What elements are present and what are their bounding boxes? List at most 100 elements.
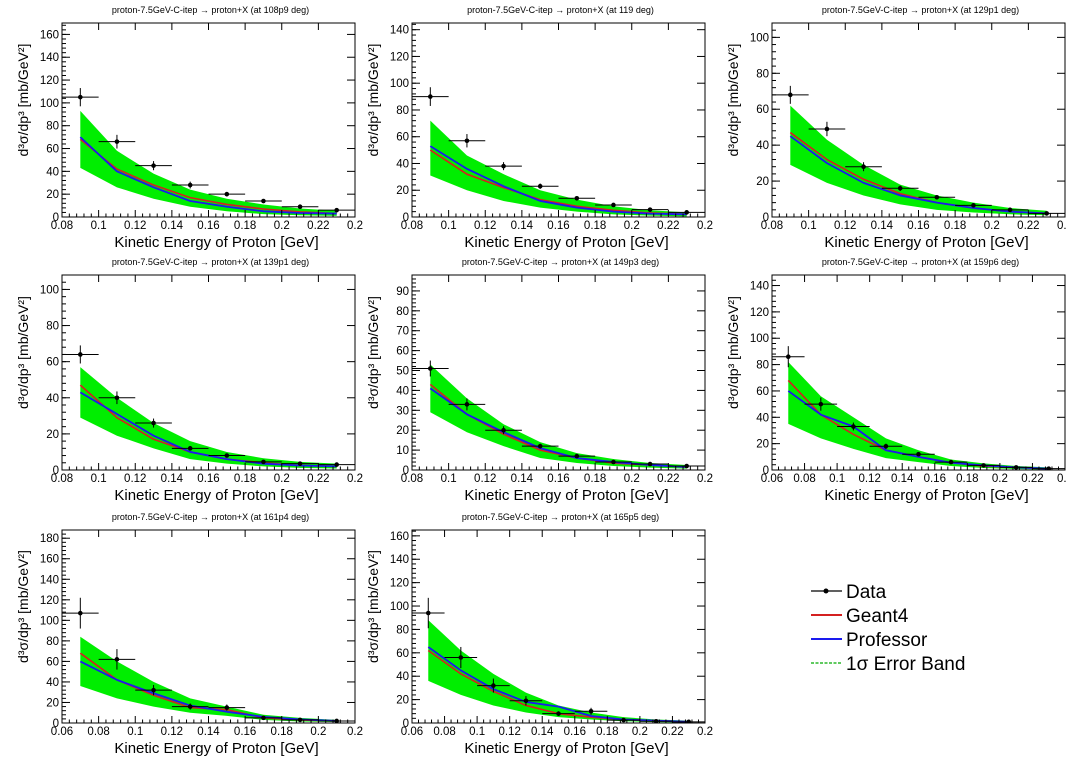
y-tick-label: 160 [390,531,409,543]
x-tick-label: 0.2 [274,473,290,485]
y-tick-label: 40 [46,393,59,405]
error-band [430,364,687,469]
y-tick-label: 140 [40,574,59,586]
x-tick-label: 0.16 [547,220,569,232]
y-tick-label: 40 [396,385,409,397]
plot-title: proton-7.5GeV-C-itep → proton+X (at 139p… [112,257,309,267]
data-point [62,345,99,364]
data-point [672,719,705,723]
x-tick-label: 0.06 [761,473,783,485]
y-tick-label: 20 [756,176,769,188]
data-point [542,711,575,716]
data-point [631,461,669,467]
x-tick-label: 0.2 [347,220,363,232]
y-tick-label: 80 [46,321,59,333]
data-point [595,459,632,465]
y-tick-label: 60 [756,104,769,116]
plot-panel-3: proton-7.5GeV-C-itep → proton+X (at 129p… [725,5,1067,251]
x-tick-label: 0.16 [197,220,219,232]
x-tick-label: 0.18 [234,220,256,232]
x-tick-label: 0.12 [474,220,496,232]
y-tick-label: 90 [396,286,409,298]
legend-entry-band: 1σ Error Band [811,654,965,675]
y-tick-label: 0 [763,212,769,224]
y-tick-label: 80 [396,105,409,117]
x-tick-label: 0.22 [1017,220,1039,232]
data-point [444,646,478,669]
data-point [318,462,355,467]
plot-frame [61,274,356,471]
error-band [80,110,337,216]
x-tick-label: 0.12 [834,220,856,232]
x-tick-label: 0.2 [697,726,713,738]
data-point [999,465,1033,470]
plot-title: proton-7.5GeV-C-itep → proton+X (at 119 … [467,5,654,15]
plot-panel-2: proton-7.5GeV-C-itep → proton+X (at 119 … [365,5,713,251]
data-point [595,202,632,208]
y-tick-label: 0 [53,718,59,730]
plot-title: proton-7.5GeV-C-itep → proton+X (at 165p… [462,512,659,522]
y-tick-label: 0 [763,465,769,477]
data-point [98,649,136,670]
x-tick-label: 0.2 [624,220,640,232]
data-point [521,443,559,449]
x-tick-label: 0.16 [564,726,586,738]
x-tick-label: 0.1 [91,220,107,232]
plot-panel-7: proton-7.5GeV-C-itep → proton+X (at 161p… [15,512,363,757]
x-axis-label: Kinetic Energy of Proton [GeV] [824,487,1028,504]
data-point [208,191,246,197]
y-tick-label: 60 [396,132,409,144]
legend: Data Geant4 Professor 1σ Error Band [811,582,965,675]
y-tick-label: 80 [396,306,409,318]
x-tick-label: 0.22 [657,473,679,485]
x-tick-label: 0.18 [596,726,618,738]
data-point [967,463,1000,468]
plot-area [412,597,705,723]
x-tick-label: 0.12 [161,726,183,738]
plot-title: proton-7.5GeV-C-itep → proton+X (at 159p… [822,257,1019,267]
x-tick-label: 0.1 [91,473,107,485]
legend-label: Professor [846,630,928,651]
x-tick-label: 0.12 [124,473,146,485]
x-tick-label: 0.12 [124,220,146,232]
data-point [171,181,209,189]
x-tick-label: 0.18 [271,726,293,738]
x-tick-label: 0.2 [697,473,713,485]
data-point [955,203,992,208]
data-point [521,183,559,189]
y-tick-label: 0 [53,212,59,224]
y-tick-label: 20 [46,429,59,441]
x-tick-label: 0.2 [697,220,713,232]
plot-area [62,88,355,216]
y-tick-label: 100 [750,32,769,44]
x-tick-label: 0.1 [441,473,457,485]
y-tick-label: 20 [396,185,409,197]
y-axis-label: d³σ/dp³ [mb/GeV²] [725,44,741,157]
data-point [869,443,903,449]
x-tick-label: 0.1 [829,473,845,485]
x-tick-label: 0.18 [584,220,606,232]
plot-panel-6: proton-7.5GeV-C-itep → proton+X (at 159p… [725,257,1067,504]
x-tick-label: 0.08 [87,726,109,738]
x-tick-label: 0.22 [661,726,683,738]
y-tick-label: 60 [46,144,59,156]
x-tick-label: 0.16 [924,473,946,485]
x-tick-label: 0.08 [793,473,815,485]
data-point [245,459,282,465]
plot-frame [771,274,1066,471]
y-tick-label: 0 [403,465,409,477]
legend-label: Geant4 [846,606,909,627]
data-point [902,451,935,457]
error-band [80,367,337,469]
x-tick-label: 0.14 [161,220,184,232]
y-tick-label: 120 [40,75,59,87]
data-point [509,696,543,706]
data-point [1028,211,1065,216]
geant4-curve [79,138,337,215]
plot-frame [61,22,356,218]
y-tick-label: 120 [40,595,59,607]
x-tick-label: 0.2 [347,726,363,738]
y-tick-label: 100 [40,284,59,296]
professor-curve [429,145,687,216]
plot-title: proton-7.5GeV-C-itep → proton+X (at 149p… [462,257,659,267]
